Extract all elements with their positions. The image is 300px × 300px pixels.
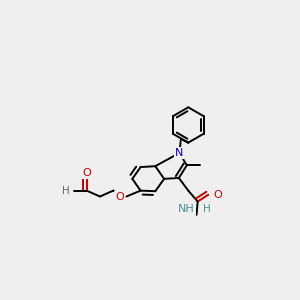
Text: N: N [175, 148, 184, 158]
Text: O: O [82, 168, 91, 178]
Text: H: H [203, 204, 211, 214]
Text: NH: NH [178, 204, 195, 214]
Text: O: O [214, 190, 222, 200]
Text: H: H [62, 186, 70, 196]
Text: O: O [115, 191, 124, 202]
